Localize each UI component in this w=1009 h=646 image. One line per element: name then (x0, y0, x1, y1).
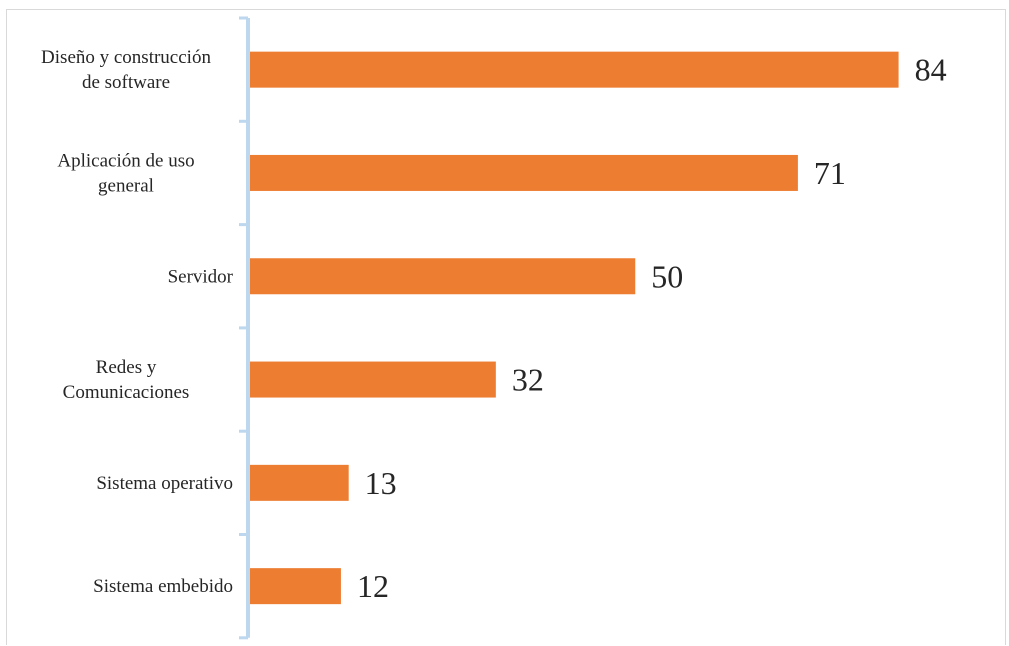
category-label-0-line-0: Diseño y construcción (41, 47, 211, 68)
value-label-0: 84 (915, 52, 947, 88)
value-label-4: 13 (365, 465, 397, 501)
category-label-2: Servidor (168, 266, 234, 287)
bar-2 (248, 258, 636, 295)
value-label-5: 12 (357, 568, 389, 604)
bar-5 (248, 568, 341, 605)
bars-group (248, 51, 899, 605)
value-label-1: 71 (814, 155, 846, 191)
category-label-2-line-0: Servidor (168, 266, 234, 287)
category-label-0: Diseño y construcción de software (41, 47, 211, 93)
category-label-3: Redes y Comunicaciones (63, 357, 190, 403)
bar-3 (248, 361, 496, 398)
value-label-2: 50 (651, 258, 683, 294)
category-label-4: Sistema operativo (96, 473, 233, 494)
category-label-1: Aplicación de uso general (57, 150, 194, 196)
chart-frame (6, 9, 1006, 645)
value-labels-group: 84 71 50 32 13 12 (357, 52, 947, 605)
value-label-3: 32 (512, 362, 544, 398)
category-label-1-line-1: general (98, 175, 154, 196)
category-label-5: Sistema embebido (93, 576, 233, 597)
category-label-0-line-1: de software (82, 72, 170, 93)
bar-1 (248, 154, 798, 191)
category-label-1-line-0: Aplicación de uso (57, 150, 194, 171)
bar-0 (248, 51, 899, 88)
category-label-5-line-0: Sistema embebido (93, 576, 233, 597)
category-label-3-line-0: Redes y (96, 357, 157, 378)
category-axis (239, 16, 250, 640)
category-label-3-line-1: Comunicaciones (63, 382, 190, 403)
category-label-4-line-0: Sistema operativo (96, 473, 233, 494)
bar-4 (248, 464, 349, 501)
category-labels-group: Diseño y construcción de software Aplicaci… (41, 47, 234, 597)
